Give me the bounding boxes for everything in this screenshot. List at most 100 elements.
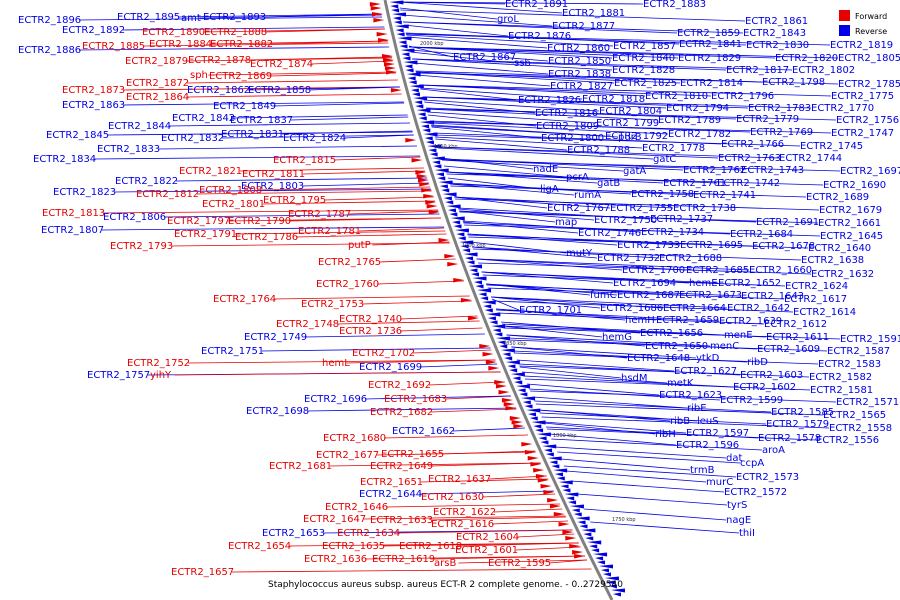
- gene-label: ECTR2_1820: [775, 53, 838, 64]
- gene-label: trmB: [690, 465, 715, 476]
- leader-line: [301, 182, 429, 187]
- gene-label: ECTR2_1682: [370, 407, 433, 418]
- forward-feature-arrow: [369, 2, 381, 7]
- forward-feature-arrow: [562, 530, 574, 535]
- reverse-feature-arrow: [545, 452, 554, 457]
- reverse-feature-arrow: [507, 364, 516, 369]
- scale-mark: 2000 kbp: [420, 41, 444, 47]
- gene-label: ECTR2_1664: [663, 303, 726, 314]
- gene-label: ECTR2_1678: [752, 241, 815, 252]
- gene-label: ECTR2_1686: [600, 303, 663, 314]
- reverse-feature-arrow: [433, 164, 442, 169]
- gene-label: ECTR2_1639: [719, 316, 782, 327]
- leader-line: [491, 520, 568, 525]
- leader-line: [491, 298, 520, 311]
- gene-label: ECTR2_1760: [316, 279, 379, 290]
- leader-line: [524, 378, 811, 391]
- reverse-feature-arrow: [544, 448, 553, 453]
- reverse-feature-arrow: [415, 104, 424, 109]
- gene-label: ECTR2_1601: [455, 545, 518, 556]
- leader-line: [363, 515, 566, 520]
- gene-label: ribH: [655, 429, 676, 440]
- gene-label: ECTR2_1565: [823, 410, 886, 421]
- forward-feature-arrow: [428, 210, 440, 215]
- gene-label: ECTR2_1756: [836, 115, 899, 126]
- leader-line: [403, 21, 744, 34]
- leader-line: [310, 60, 393, 65]
- reverse-feature-arrow: [484, 308, 493, 313]
- leader-line: [419, 84, 712, 97]
- reverse-feature-arrow: [591, 548, 600, 553]
- reverse-feature-arrow: [453, 224, 462, 229]
- reverse-feature-arrow: [403, 60, 418, 65]
- leader-line: [288, 217, 441, 222]
- gene-label: ribB: [670, 416, 690, 427]
- leader-line: [329, 462, 541, 467]
- forward-feature-arrow: [527, 456, 539, 461]
- gene-label: ECTR2_1844: [108, 121, 171, 132]
- leader-line: [454, 196, 548, 209]
- reverse-feature-arrow: [474, 280, 483, 285]
- reverse-feature-arrow: [423, 132, 438, 137]
- gene-label: ECTR2_1869: [209, 71, 272, 82]
- leader-line: [420, 478, 549, 483]
- gene-label: ECTR2_1653: [262, 528, 325, 539]
- gene-label: ECTR2_1644: [359, 489, 422, 500]
- leader-line: [234, 230, 446, 235]
- gene-label: ECTR2_1614: [793, 307, 856, 318]
- reverse-feature-arrow: [462, 248, 471, 253]
- reverse-feature-arrow: [434, 168, 449, 173]
- leader-line: [412, 349, 492, 354]
- leader-line: [487, 287, 785, 300]
- gene-label: gatB: [597, 178, 620, 189]
- gene-label: hemL: [322, 358, 350, 369]
- gene-label: ECTR2_1791: [174, 229, 237, 240]
- scale-mark: 1900 kbp: [462, 243, 486, 249]
- reverse-feature-arrow: [573, 512, 582, 517]
- gene-label: ECTR2_1604: [456, 532, 519, 543]
- gene-label: nagE: [726, 515, 751, 526]
- gene-label: ECTR2_1778: [642, 143, 705, 154]
- reverse-feature-arrow: [600, 568, 609, 573]
- gene-label: ECTR2_1831: [221, 129, 284, 140]
- reverse-feature-arrow: [392, 16, 401, 21]
- gene-label: ECTR2_1681: [269, 461, 332, 472]
- reverse-feature-arrow: [497, 340, 506, 345]
- leader-line: [493, 508, 563, 513]
- reverse-feature-arrow: [441, 188, 450, 193]
- reverse-feature-arrow: [442, 192, 457, 197]
- gene-label: ECTR2_1817: [726, 65, 789, 76]
- leader-line: [551, 438, 763, 451]
- gene-label: leuS: [697, 416, 719, 427]
- leader-line: [454, 196, 611, 209]
- leader-line: [248, 56, 392, 61]
- reverse-feature-arrow: [394, 24, 409, 29]
- forward-feature-arrow: [572, 550, 584, 555]
- leader-line: [491, 296, 728, 309]
- leader-line: [426, 108, 659, 121]
- gene-label: ECTR2_1841: [679, 39, 742, 50]
- gene-label: ECTR2_1662: [392, 426, 455, 437]
- gene-label: ECTR2_1857: [613, 41, 676, 52]
- reverse-feature-arrow: [446, 204, 461, 209]
- forward-feature-arrow: [495, 384, 507, 389]
- gene-label: murC: [706, 477, 733, 488]
- leader-line: [441, 450, 536, 455]
- reverse-feature-arrow: [505, 360, 520, 365]
- leader-line: [142, 42, 389, 47]
- reverse-feature-arrow: [522, 400, 531, 405]
- gene-label: ECTR2_1679: [819, 205, 882, 216]
- leader-line: [383, 434, 529, 439]
- leader-line: [508, 339, 828, 352]
- gene-label: ECTR2_1800: [541, 133, 604, 144]
- leader-line: [372, 241, 450, 246]
- gene-label: ECTR2_1770: [811, 103, 874, 114]
- gene-label: ECTR2_1827: [550, 81, 613, 92]
- leader-line: [400, 9, 746, 22]
- reverse-feature-arrow: [410, 88, 419, 93]
- gene-label: ECTR2_1732: [597, 253, 660, 264]
- gene-label: ECTR2_1587: [827, 346, 890, 357]
- leader-line: [262, 200, 435, 205]
- reverse-feature-arrow: [475, 284, 484, 289]
- leader-line: [458, 208, 595, 221]
